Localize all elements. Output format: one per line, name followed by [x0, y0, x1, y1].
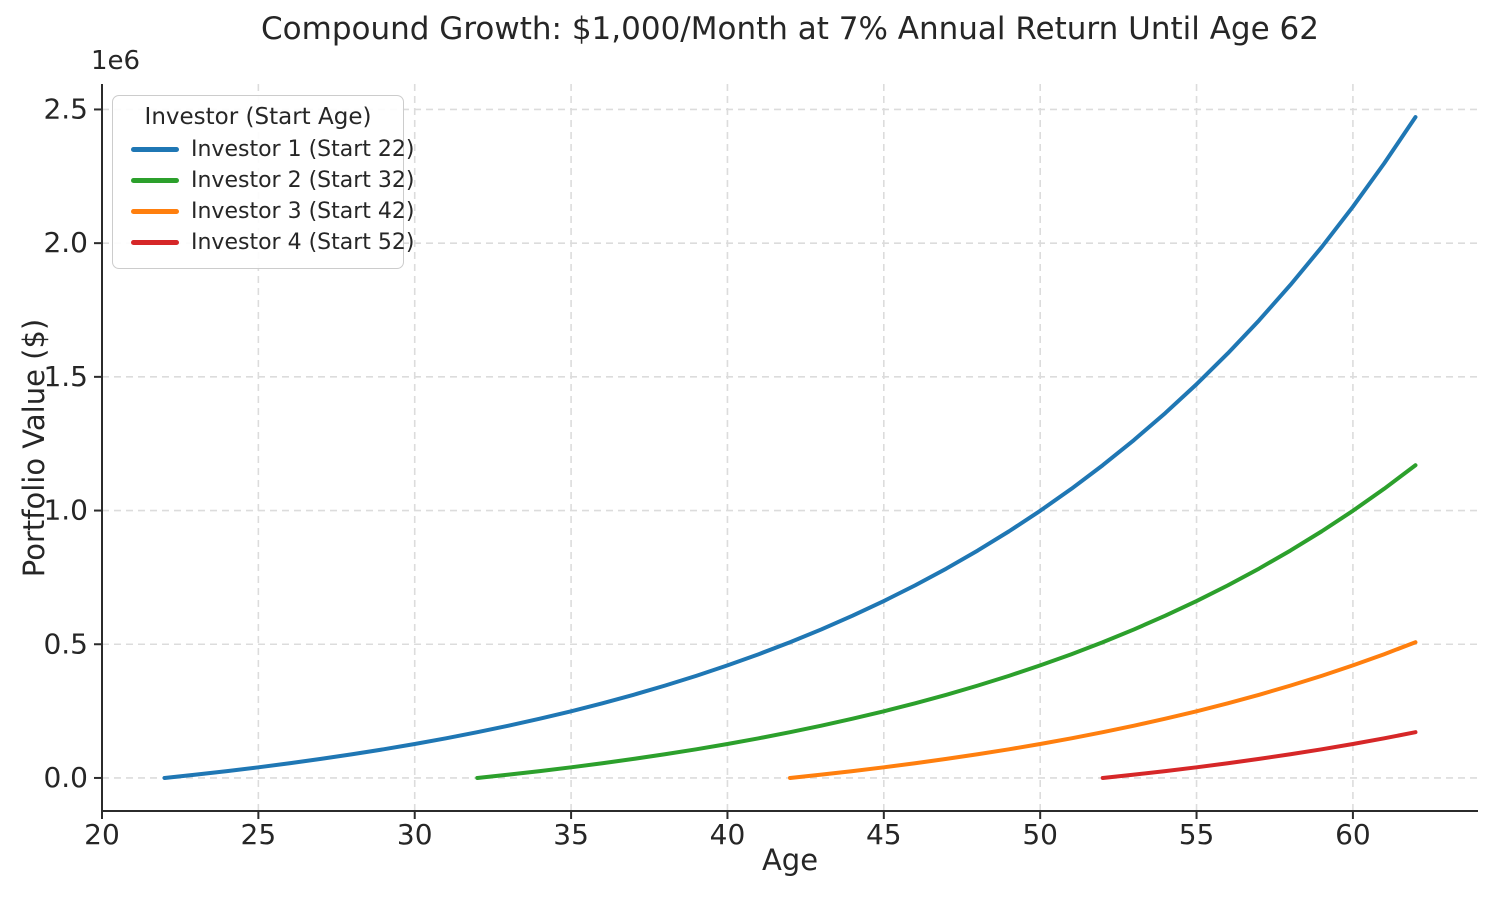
y-tick-label: 0.5 — [43, 627, 88, 660]
legend-item: Investor 4 (Start 52) — [123, 227, 414, 258]
x-tick-label: 30 — [397, 818, 433, 851]
legend-item: Investor 2 (Start 32) — [123, 165, 414, 196]
x-tick-label: 25 — [241, 818, 277, 851]
x-axis-label: Age — [761, 843, 819, 877]
x-tick-label: 20 — [84, 818, 120, 851]
legend-swatch-line-icon — [131, 240, 179, 245]
x-tick-label: 55 — [1179, 818, 1215, 851]
legend-title: Investor (Start Age) — [144, 104, 372, 130]
x-tick-label: 45 — [866, 818, 902, 851]
legend-item-label: Investor 2 (Start 32) — [191, 168, 415, 193]
legend-item: Investor 3 (Start 42) — [123, 196, 414, 227]
legend-item-label: Investor 3 (Start 42) — [191, 199, 415, 224]
x-tick-label: 50 — [1022, 818, 1058, 851]
y-tick-label: 2.0 — [43, 226, 88, 259]
y-tick-label: 1.5 — [43, 360, 88, 393]
y-tick-label: 1.0 — [43, 494, 88, 527]
x-tick-label: 35 — [553, 818, 589, 851]
legend-swatch-line-icon — [131, 209, 179, 214]
y-axis-label: Portfolio Value ($) — [17, 318, 51, 578]
legend: Investor (Start Age) Investor 1 (Start 2… — [112, 95, 414, 269]
legend-item: Investor 1 (Start 22) — [123, 134, 414, 165]
y-tick-label: 0.0 — [43, 761, 88, 794]
legend-swatch-line-icon — [131, 178, 179, 183]
series-line-investor-2 — [475, 463, 1418, 780]
x-tick-label: 60 — [1335, 818, 1371, 851]
series-line-investor-1 — [162, 115, 1418, 780]
legend-item-label: Investor 4 (Start 52) — [191, 230, 415, 255]
x-tick-label: 40 — [710, 818, 746, 851]
series-line-investor-4 — [1100, 730, 1418, 780]
legend-swatch-line-icon — [131, 147, 179, 152]
legend-item-label: Investor 1 (Start 22) — [191, 137, 415, 162]
chart-title: Compound Growth: $1,000/Month at 7% Annu… — [261, 11, 1319, 47]
series-line-investor-3 — [788, 640, 1418, 780]
y-axis-offset-label: 1e6 — [91, 46, 141, 76]
y-tick-label: 2.5 — [43, 92, 88, 125]
